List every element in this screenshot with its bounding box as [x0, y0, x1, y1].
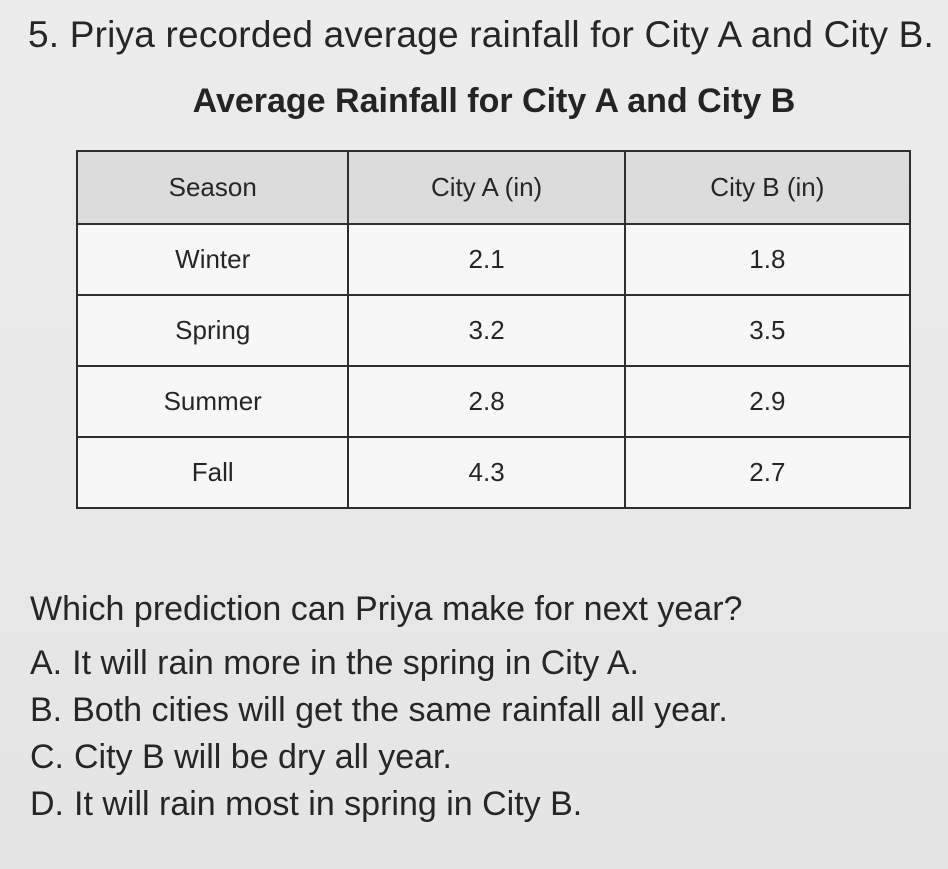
city-b-cell: 2.7: [623, 436, 912, 509]
city-b-cell: 3.5: [623, 294, 912, 367]
question-text: 5. Priya recorded average rainfall for C…: [28, 14, 934, 55]
choice-text: It will rain most in spring in City B.: [74, 785, 583, 823]
city-a-cell: 2.1: [347, 223, 626, 296]
season-cell: Winter: [75, 223, 350, 296]
choice-letter: D.: [30, 785, 64, 823]
table-header-row: Season City A (in) City B (in): [75, 150, 912, 225]
header-season: Season: [75, 150, 350, 225]
choice-letter: B.: [30, 691, 63, 729]
answer-choices: A. It will rain more in the spring in Cit…: [30, 640, 728, 828]
answer-choice-d[interactable]: D. It will rain most in spring in City B.: [30, 781, 728, 828]
rainfall-table: Season City A (in) City B (in) Winter 2.…: [75, 150, 912, 509]
season-cell: Fall: [75, 436, 350, 509]
city-a-cell: 4.3: [347, 436, 626, 509]
choice-text: Both cities will get the same rainfall a…: [72, 691, 728, 729]
answer-choice-b[interactable]: B. Both cities will get the same rainfall…: [30, 687, 728, 734]
table-row: Fall 4.3 2.7: [75, 436, 912, 509]
season-cell: Summer: [75, 365, 350, 438]
header-city-a: City A (in): [347, 150, 626, 225]
table-row: Winter 2.1 1.8: [75, 223, 912, 296]
city-a-cell: 3.2: [347, 294, 626, 367]
table-row: Summer 2.8 2.9: [75, 365, 912, 438]
city-b-cell: 2.9: [623, 365, 912, 438]
header-city-b: City B (in): [623, 150, 912, 225]
city-b-cell: 1.8: [623, 223, 912, 296]
answer-choice-a[interactable]: A. It will rain more in the spring in Cit…: [30, 640, 728, 687]
season-cell: Spring: [75, 294, 350, 367]
choice-letter: A.: [30, 644, 63, 682]
table-row: Spring 3.2 3.5: [75, 294, 912, 367]
choice-text: City B will be dry all year.: [74, 738, 452, 776]
table-title: Average Rainfall for City A and City B: [192, 82, 796, 120]
prediction-prompt: Which prediction can Priya make for next…: [30, 590, 743, 628]
choice-letter: C.: [30, 738, 64, 776]
answer-choice-c[interactable]: C. City B will be dry all year.: [30, 734, 728, 781]
city-a-cell: 2.8: [347, 365, 626, 438]
choice-text: It will rain more in the spring in City …: [72, 644, 640, 682]
